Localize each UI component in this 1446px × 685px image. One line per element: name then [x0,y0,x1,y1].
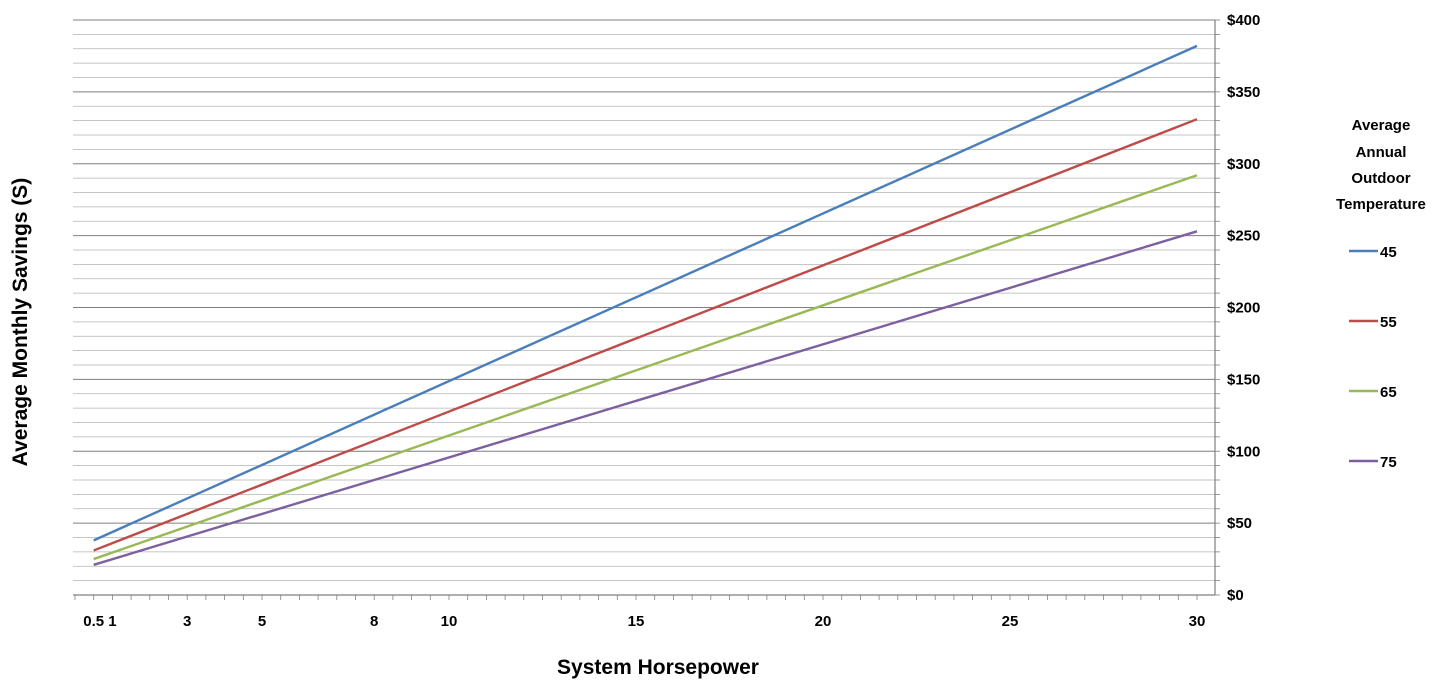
series-lines [93,44,1198,566]
x-tick-label: 15 [628,613,645,630]
y-tick-label: $400 [1227,12,1260,29]
legend-label-75: 75 [1380,454,1397,471]
x-tick-label: 10 [441,613,458,630]
x-tick-label: 5 [258,613,266,630]
series-line-45 [93,44,1198,542]
legend-title-line: Annual [1356,144,1407,161]
y-tick-label: $300 [1227,156,1260,173]
legend-title-line: Outdoor [1351,170,1410,187]
x-tick-label: 8 [370,613,378,630]
y-tick-label: $0 [1227,587,1244,604]
y-axis-title: Average Monthly Savings (S) [9,178,32,467]
legend-title-line: Temperature [1336,196,1426,213]
series-line-55 [93,118,1198,552]
x-tick-label: 0.5 [83,613,104,630]
x-tick-label: 1 [108,613,116,630]
x-tick-label: 20 [815,613,832,630]
legend-items: 45 55 65 75 [1349,244,1397,471]
legend-label-45: 45 [1380,244,1397,261]
y-tick-label: $200 [1227,300,1260,317]
legend-label-65: 65 [1380,384,1397,401]
x-tick-label: 30 [1189,613,1206,630]
x-tick-labels: 0.5 1 3 5 8 10 15 20 25 30 [83,613,1205,630]
legend-label-55: 55 [1380,314,1397,331]
y-tick-label: $50 [1227,515,1252,532]
y-tick-label: $150 [1227,371,1260,388]
series-line-75 [93,230,1198,566]
gridlines [73,19,1215,596]
axes [73,19,1220,600]
series-line-65 [93,174,1198,561]
y-tick-label: $250 [1227,228,1260,245]
x-axis-title: System Horsepower [557,656,759,679]
x-tick-label: 3 [183,613,191,630]
y-tick-labels: $0 $50 $100 $150 $200 $250 $300 $350 $400 [1227,12,1260,604]
legend-title-line: Average [1352,117,1411,134]
y-tick-label: $350 [1227,84,1260,101]
y-tick-label: $100 [1227,443,1260,460]
legend: Average Annual Outdoor Temperature 45 55 6… [1336,117,1426,471]
x-tick-label: 25 [1002,613,1019,630]
